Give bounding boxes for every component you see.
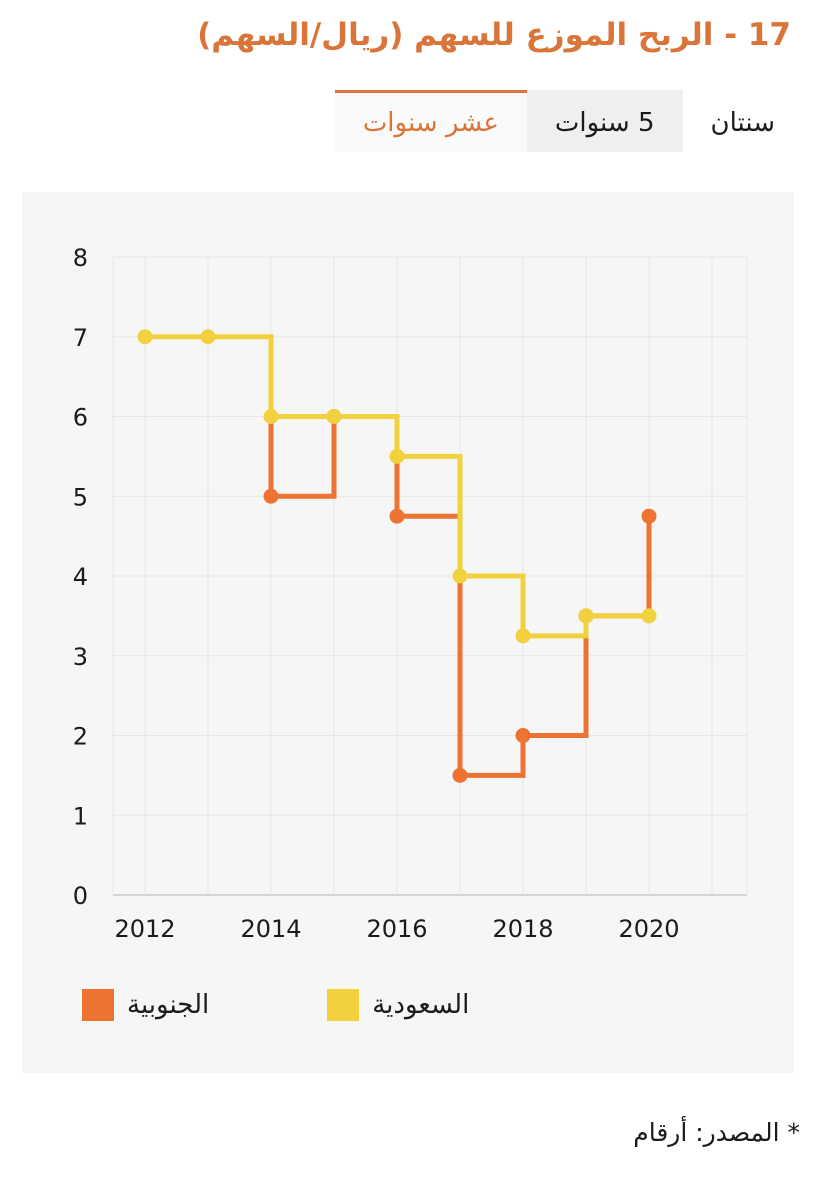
tab-strip: سنتان 5 سنوات عشر سنوات <box>334 90 803 152</box>
y-tick-label: 4 <box>73 563 88 591</box>
tab-two-years[interactable]: سنتان <box>710 107 776 138</box>
x-tick-label: 2014 <box>240 915 301 943</box>
y-tick-label: 8 <box>73 244 88 272</box>
legend-swatch-janoubia <box>82 989 114 1021</box>
marker-saudia-2019 <box>578 608 594 624</box>
legend-label-janoubia: الجنوبية <box>127 990 210 1020</box>
marker-saudia-2015 <box>326 409 342 424</box>
marker-saudia-2017 <box>452 568 468 584</box>
tab-five-years[interactable]: 5 سنوات <box>526 90 683 152</box>
marker-saudia-2014 <box>263 409 279 424</box>
legend-item-saudia[interactable]: السعودية <box>327 989 469 1021</box>
legend-swatch-saudia <box>327 989 360 1021</box>
marker-saudia-2012 <box>137 329 153 345</box>
y-tick-label: 3 <box>73 643 88 671</box>
series-line-saudia <box>145 334 649 639</box>
marker-saudia-2013 <box>200 329 216 345</box>
x-tick-label: 2012 <box>114 915 175 943</box>
chart-legend: الجنوبية السعودية <box>82 989 469 1021</box>
tab-ten-years[interactable]: عشر سنوات <box>334 90 527 152</box>
legend-item-janoubia[interactable]: الجنوبية <box>82 989 209 1021</box>
y-tick-label: 6 <box>73 404 88 432</box>
marker-janoubia-2017 <box>452 767 468 783</box>
x-tick-label: 2020 <box>618 915 679 943</box>
marker-saudia-2018 <box>515 628 531 644</box>
marker-saudia-2016 <box>389 448 405 464</box>
chart-card: 0 1 2 3 4 5 6 7 8 2012 2014 2016 2018 2020 الجنوبية ا… <box>22 192 794 1073</box>
y-tick-label: 0 <box>73 882 88 910</box>
legend-label-saudia: السعودية <box>372 990 470 1020</box>
x-tick-label: 2016 <box>366 915 427 943</box>
y-tick-label: 5 <box>73 483 88 511</box>
marker-saudia-2020 <box>641 608 657 624</box>
y-tick-label: 1 <box>73 802 88 830</box>
step-chart: 0 1 2 3 4 5 6 7 8 2012 2014 2016 2018 2020 <box>73 244 748 943</box>
marker-janoubia-2018 <box>515 728 531 743</box>
marker-janoubia-2014 <box>263 488 279 504</box>
x-tick-label: 2018 <box>492 915 553 943</box>
page-title: 17 - الربح الموزع للسهم (ريال/السهم) <box>197 17 791 53</box>
source-note: * المصدر: أرقام <box>633 1118 800 1147</box>
marker-janoubia-2016 <box>389 508 405 524</box>
y-tick-label: 7 <box>73 324 88 352</box>
y-tick-label: 2 <box>73 723 88 751</box>
marker-janoubia-2020 <box>641 508 657 524</box>
